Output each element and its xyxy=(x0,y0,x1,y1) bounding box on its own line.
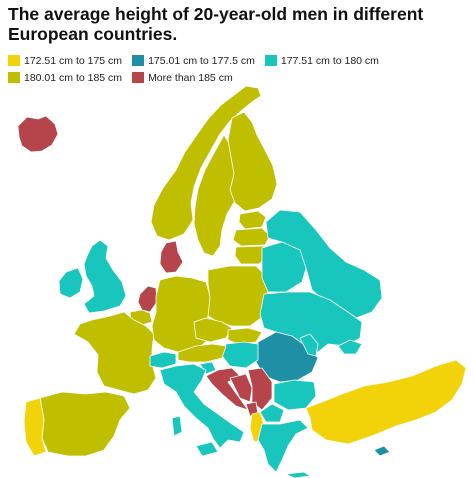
region-serbia xyxy=(247,367,273,411)
region-sardinia xyxy=(171,415,183,437)
region-finland xyxy=(227,111,278,212)
region-ireland xyxy=(58,267,84,299)
region-germany xyxy=(151,275,211,353)
region-great-britain xyxy=(83,239,127,314)
region-cyprus xyxy=(373,445,391,457)
region-moldova xyxy=(299,333,319,357)
region-turkey xyxy=(305,359,467,445)
region-crete xyxy=(285,471,311,478)
region-norway xyxy=(150,85,262,241)
legend-item-172-175: 172.51 cm to 175 cm xyxy=(8,54,122,67)
region-poland xyxy=(207,265,269,327)
region-croatia xyxy=(205,367,249,411)
legend-swatch xyxy=(8,72,20,83)
legend-item-over-185: More than 185 cm xyxy=(132,71,233,84)
region-italy xyxy=(159,363,245,449)
legend-item-177-180: 177.51 cm to 180 cm xyxy=(264,54,379,67)
legend-swatch xyxy=(132,72,145,83)
region-austria xyxy=(177,343,227,363)
region-portugal xyxy=(23,397,47,457)
legend-swatch xyxy=(8,55,20,66)
region-bosnia xyxy=(229,373,253,403)
legend: 172.51 cm to 175 cm 175.01 cm to 177.5 c… xyxy=(8,54,468,84)
region-sicily xyxy=(195,441,219,457)
region-spain xyxy=(39,391,131,457)
legend-label: 177.51 cm to 180 cm xyxy=(280,54,379,67)
region-greece xyxy=(257,419,309,473)
legend-label: More than 185 cm xyxy=(148,71,233,84)
legend-swatch xyxy=(132,55,145,66)
region-iceland xyxy=(17,115,59,153)
region-france xyxy=(73,311,157,395)
region-hungary xyxy=(221,341,259,369)
region-north-macedonia xyxy=(259,403,285,423)
map-title: The average height of 20-year-old men in… xyxy=(8,4,424,44)
region-ukraine xyxy=(259,291,363,353)
region-lithuania xyxy=(234,245,269,265)
region-netherlands xyxy=(137,285,158,313)
region-russia xyxy=(265,209,383,319)
region-slovakia xyxy=(227,327,263,345)
legend-item-175-177: 175.01 cm to 177.5 cm xyxy=(132,54,255,67)
region-bulgaria xyxy=(273,379,317,411)
europe-map xyxy=(17,85,467,478)
region-denmark xyxy=(159,240,184,274)
region-latvia xyxy=(232,227,271,247)
region-crimea xyxy=(337,339,363,355)
region-switzerland xyxy=(149,351,177,369)
legend-label: 175.01 cm to 177.5 cm xyxy=(148,54,255,67)
legend-label: 172.51 cm to 175 cm xyxy=(24,54,123,67)
legend-swatch xyxy=(264,55,277,66)
legend-label: 180.01 cm to 185 cm xyxy=(24,71,123,84)
legend-item-180-185: 180.01 cm to 185 cm xyxy=(8,71,122,84)
region-estonia xyxy=(238,210,267,230)
